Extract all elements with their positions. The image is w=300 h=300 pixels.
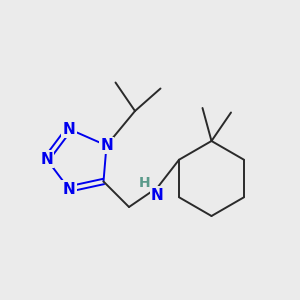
Text: N: N (63, 182, 75, 196)
Text: N: N (100, 138, 113, 153)
Text: N: N (63, 122, 75, 136)
Text: N: N (151, 188, 164, 202)
Text: N: N (40, 152, 53, 166)
Text: H: H (139, 176, 151, 190)
